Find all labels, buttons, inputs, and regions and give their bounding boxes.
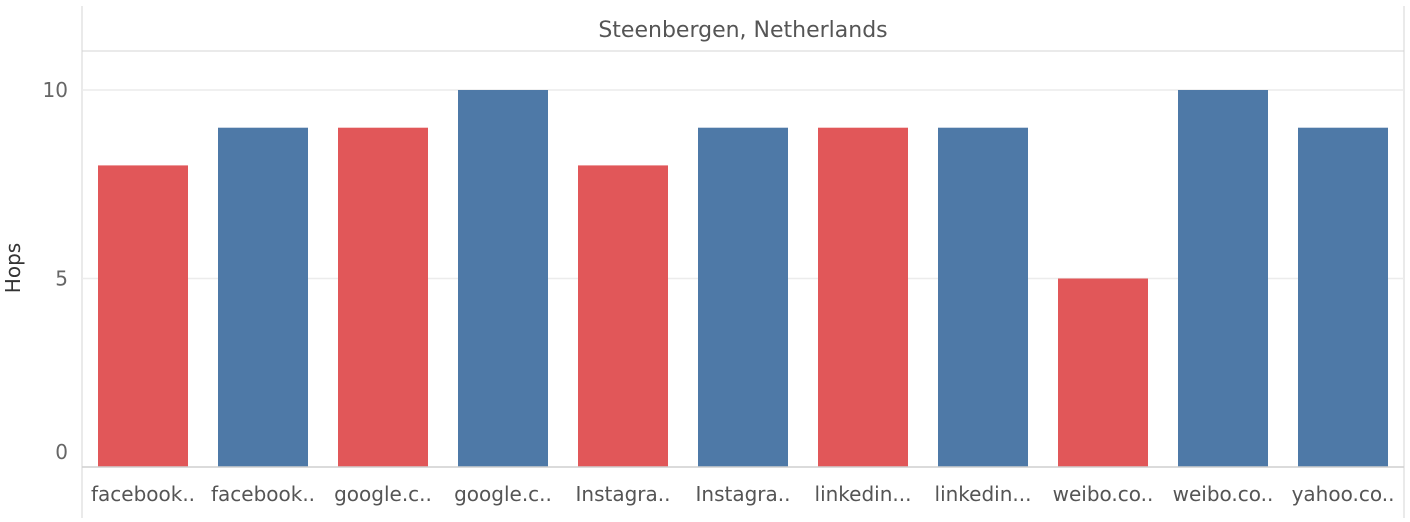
x-category-label: linkedin... (815, 482, 912, 506)
bar[interactable] (338, 127, 428, 467)
x-category-label: Instagra.. (576, 482, 671, 506)
bar[interactable] (938, 127, 1028, 467)
bar[interactable] (458, 90, 548, 467)
bar[interactable] (1178, 90, 1268, 467)
x-category-label: google.c.. (334, 482, 432, 506)
bar[interactable] (698, 127, 788, 467)
x-category-label: facebook.. (91, 482, 195, 506)
y-tick-label: 5 (55, 267, 68, 291)
x-category-label: linkedin... (935, 482, 1032, 506)
y-tick-label: 10 (43, 78, 68, 102)
x-category-label: weibo.co.. (1053, 482, 1154, 506)
x-category-label: Instagra.. (696, 482, 791, 506)
y-tick-label: 0 (55, 440, 68, 464)
chart-title: Steenbergen, Netherlands (598, 18, 887, 43)
bars (98, 90, 1388, 467)
x-category-label: facebook.. (211, 482, 315, 506)
bar[interactable] (218, 127, 308, 467)
x-axis-categories: facebook.. facebook.. google.c.. google.c..… (91, 482, 1394, 506)
x-category-label: google.c.. (454, 482, 552, 506)
y-axis-ticks: 0 5 10 (43, 78, 68, 464)
x-category-label: weibo.co.. (1173, 482, 1274, 506)
bar[interactable] (1298, 127, 1388, 467)
bar[interactable] (818, 127, 908, 467)
bar[interactable] (578, 165, 668, 467)
y-axis-title: Hops (1, 243, 25, 293)
bar[interactable] (98, 165, 188, 467)
x-category-label: yahoo.co.. (1292, 482, 1395, 506)
bar[interactable] (1058, 278, 1148, 468)
